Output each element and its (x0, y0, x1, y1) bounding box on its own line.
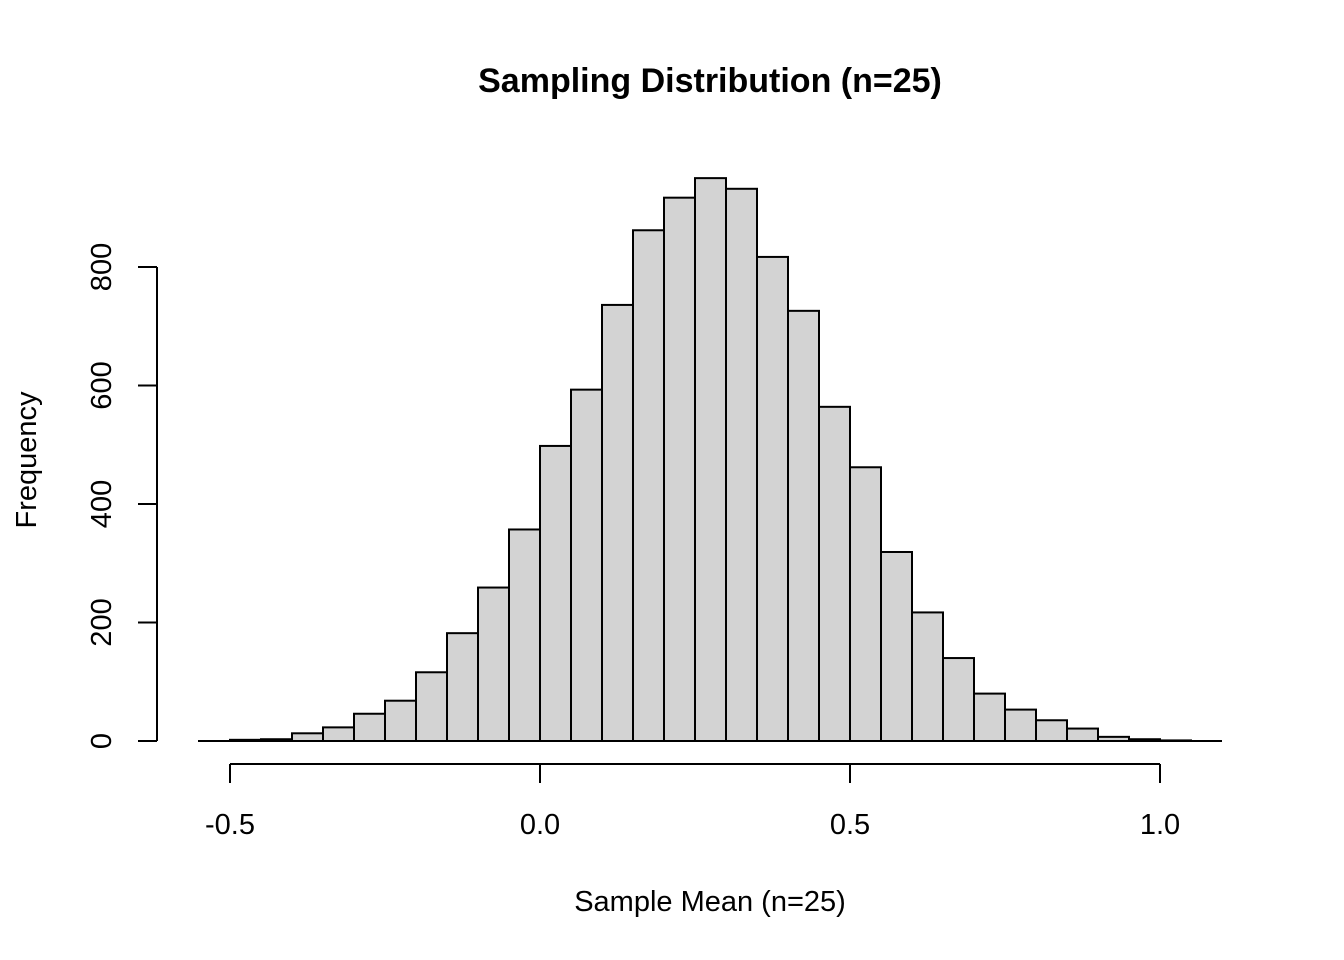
histogram-bar (880, 550, 913, 742)
x-tick-label: -0.5 (205, 809, 255, 841)
histogram-bar (1035, 719, 1068, 743)
histogram-bar (415, 671, 448, 743)
histogram-bar (849, 466, 882, 742)
histogram-bar (384, 699, 417, 743)
histogram-bar (570, 388, 603, 742)
x-tick-label: 0.0 (520, 809, 560, 841)
y-tick-label: 400 (86, 480, 118, 528)
histogram-bar (446, 632, 479, 742)
histogram-bar (818, 405, 851, 742)
histogram-bar (322, 726, 355, 742)
histogram-bar (756, 255, 789, 742)
x-tick-label: 1.0 (1140, 809, 1180, 841)
histogram-bar (725, 187, 758, 743)
histogram-bar (601, 303, 634, 742)
y-tick-label: 800 (86, 243, 118, 291)
histogram-bar (973, 692, 1006, 742)
histogram-bars (229, 177, 1192, 743)
y-tick-label: 200 (86, 598, 118, 646)
histogram-bar (291, 732, 324, 742)
x-axis: -0.5 0.0 0.5 1.0 (205, 763, 1180, 841)
histogram-bar (694, 177, 727, 742)
histogram-bar (353, 712, 386, 742)
y-tick-label: 600 (86, 361, 118, 409)
histogram-bar (663, 196, 696, 743)
x-tick-label: 0.5 (830, 809, 870, 841)
y-tick-label: 0 (86, 733, 118, 749)
histogram-bar (911, 611, 944, 742)
histogram-bar (539, 444, 572, 742)
x-axis-label: Sample Mean (n=25) (574, 886, 846, 918)
histogram-bar (508, 528, 541, 742)
histogram-bar (1066, 727, 1099, 742)
histogram-bar (1004, 708, 1037, 742)
histogram-bar (787, 309, 820, 742)
histogram-bar (632, 229, 665, 742)
histogram-bar (942, 657, 975, 742)
y-axis-label: Frequency (11, 391, 43, 529)
chart-title: Sampling Distribution (n=25) (478, 62, 942, 100)
histogram-bar (477, 586, 510, 742)
y-axis: 0 200 400 600 800 (86, 243, 158, 749)
